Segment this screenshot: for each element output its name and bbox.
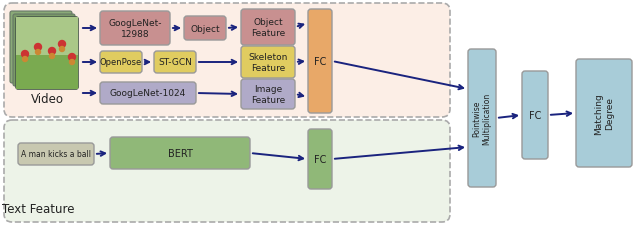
- Circle shape: [58, 41, 65, 48]
- FancyBboxPatch shape: [184, 17, 226, 41]
- FancyBboxPatch shape: [522, 72, 548, 159]
- FancyBboxPatch shape: [241, 10, 295, 46]
- Circle shape: [49, 48, 56, 55]
- FancyBboxPatch shape: [16, 18, 78, 90]
- Text: FC: FC: [529, 111, 541, 121]
- FancyBboxPatch shape: [100, 12, 170, 46]
- FancyBboxPatch shape: [16, 18, 78, 56]
- FancyBboxPatch shape: [18, 143, 94, 165]
- Circle shape: [49, 54, 54, 59]
- Circle shape: [22, 51, 29, 58]
- Text: GoogLeNet-
12988: GoogLeNet- 12988: [108, 19, 162, 39]
- FancyBboxPatch shape: [308, 129, 332, 189]
- FancyBboxPatch shape: [154, 52, 196, 74]
- Text: Matching
Degree: Matching Degree: [595, 93, 614, 134]
- FancyBboxPatch shape: [576, 60, 632, 167]
- Circle shape: [68, 54, 76, 61]
- FancyBboxPatch shape: [10, 12, 72, 84]
- FancyBboxPatch shape: [100, 52, 142, 74]
- FancyBboxPatch shape: [16, 55, 78, 90]
- FancyBboxPatch shape: [308, 10, 332, 114]
- Text: Video: Video: [31, 93, 63, 106]
- Circle shape: [22, 57, 28, 62]
- Text: Image
Feature: Image Feature: [251, 85, 285, 104]
- Text: Pointwise
Multiplication: Pointwise Multiplication: [472, 92, 492, 145]
- Circle shape: [70, 60, 74, 65]
- FancyBboxPatch shape: [16, 18, 78, 90]
- Text: Object
Feature: Object Feature: [251, 18, 285, 37]
- Circle shape: [35, 50, 40, 55]
- Text: A man kicks a ball: A man kicks a ball: [21, 150, 91, 159]
- FancyBboxPatch shape: [100, 83, 196, 105]
- FancyBboxPatch shape: [468, 50, 496, 187]
- Text: ST-GCN: ST-GCN: [158, 58, 192, 67]
- FancyBboxPatch shape: [241, 47, 295, 79]
- Text: GoogLeNet-1024: GoogLeNet-1024: [110, 89, 186, 98]
- Text: OpenPose: OpenPose: [100, 58, 142, 67]
- Text: Skeleton
Feature: Skeleton Feature: [248, 53, 288, 72]
- FancyBboxPatch shape: [241, 80, 295, 109]
- Circle shape: [35, 44, 42, 51]
- FancyBboxPatch shape: [13, 15, 75, 87]
- Text: Text Feature: Text Feature: [2, 203, 74, 216]
- Text: FC: FC: [314, 57, 326, 67]
- FancyBboxPatch shape: [4, 4, 450, 118]
- FancyBboxPatch shape: [4, 121, 450, 222]
- Circle shape: [60, 47, 65, 52]
- Text: BERT: BERT: [168, 148, 193, 158]
- Text: FC: FC: [314, 154, 326, 164]
- Text: Object: Object: [190, 24, 220, 33]
- FancyBboxPatch shape: [110, 137, 250, 169]
